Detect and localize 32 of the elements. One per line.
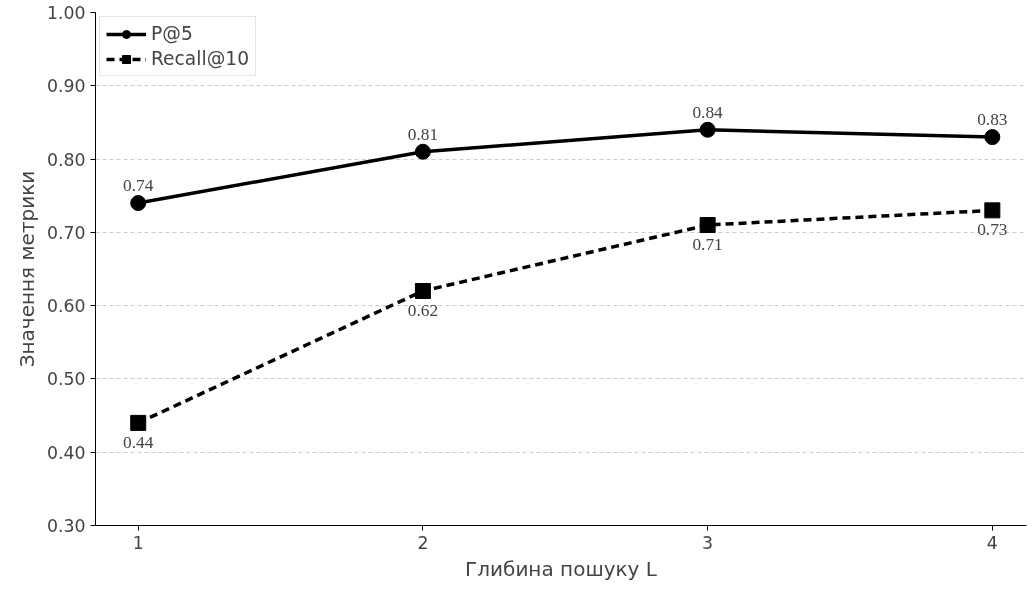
y-tick-label: 0.90 (46, 76, 86, 97)
point (414, 143, 431, 160)
y-tick-label: 0.70 (46, 222, 86, 243)
data-label: 0.73 (977, 220, 1008, 240)
data-label: 0.84 (692, 102, 724, 122)
data-label: 0.74 (123, 176, 154, 196)
y-tick-label: 1.00 (46, 3, 86, 23)
y-tick-label: 0.40 (46, 442, 86, 463)
y-tick-label: 0.30 (46, 516, 86, 536)
x-tick-label: 3 (702, 532, 714, 553)
point (984, 129, 1001, 146)
legend-label: P@5 (151, 23, 193, 44)
point (699, 121, 716, 138)
y-axis-title: Значення метрики (14, 170, 39, 368)
point (130, 414, 147, 431)
point (130, 195, 147, 212)
data-label: 0.62 (407, 300, 439, 320)
data-label: 0.81 (407, 124, 439, 144)
x-tick-label: 1 (132, 532, 144, 553)
point (699, 217, 716, 234)
data-label: 0.83 (977, 110, 1008, 130)
data-label: 0.71 (692, 235, 723, 255)
legend-label: Recall@10 (151, 48, 250, 69)
data-label: 0.44 (123, 432, 154, 452)
point (414, 282, 431, 299)
x-tick-label: 4 (986, 532, 998, 553)
y-tick-label: 0.80 (46, 149, 86, 170)
point (984, 202, 1001, 219)
y-tick-label: 0.50 (46, 369, 86, 390)
x-axis-title: Глибина пошуку L (465, 556, 658, 581)
y-tick-label: 0.60 (46, 296, 86, 317)
x-tick-label: 2 (417, 532, 429, 553)
